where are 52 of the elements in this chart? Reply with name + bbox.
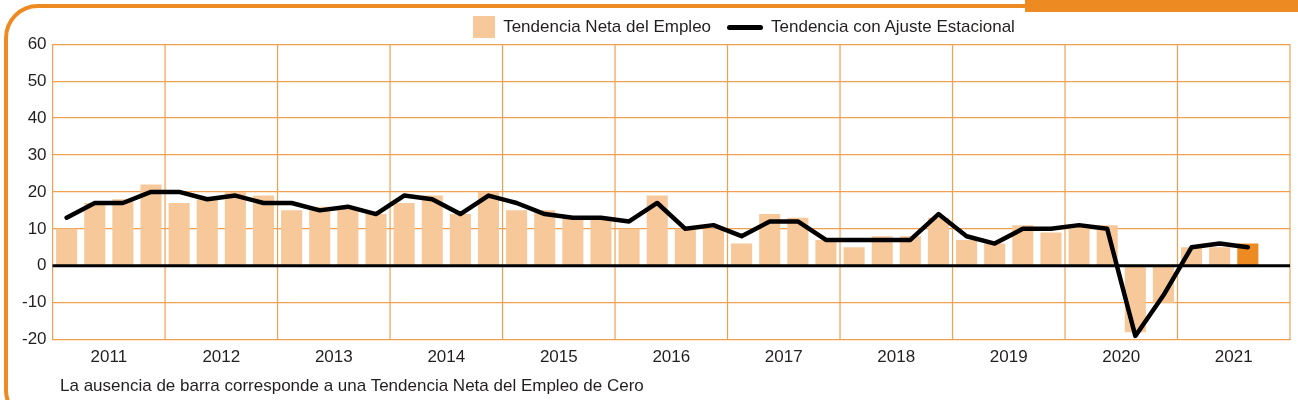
bar (140, 184, 162, 266)
bar (224, 191, 246, 266)
bar (196, 199, 218, 266)
bar (84, 202, 106, 266)
bar (562, 217, 584, 266)
bar (927, 217, 949, 266)
bar (590, 217, 612, 266)
x-tick-label: 2012 (202, 347, 241, 367)
y-tick-label: 0 (37, 255, 47, 275)
legend-label: Tendencia Neta del Empleo (503, 17, 712, 37)
x-tick-label: 2020 (1102, 347, 1141, 367)
bar (815, 239, 837, 266)
bar (674, 228, 696, 266)
x-tick-label: 2021 (1214, 347, 1253, 367)
bar (477, 191, 500, 266)
bar (252, 195, 275, 266)
bar (843, 247, 865, 266)
bar (168, 202, 190, 266)
bar (281, 210, 303, 266)
y-tick-label: 20 (27, 181, 47, 201)
y-tick-label: 30 (27, 144, 47, 164)
x-tick-label: 2019 (989, 347, 1028, 367)
x-tick-label: 2018 (877, 347, 916, 367)
y-tick-label: 10 (27, 218, 47, 238)
bar (984, 243, 1006, 266)
x-tick-label: 2011 (90, 347, 128, 367)
bar (365, 214, 387, 266)
text: La ausencia de barra corresponde a una Tendencia Neta del Empleo de Cero (60, 376, 644, 395)
y-tick-label: 50 (27, 70, 47, 90)
y-tick-label: -20 (21, 329, 47, 349)
bar (1209, 247, 1231, 266)
bar (449, 214, 471, 266)
bar (618, 228, 640, 266)
bar (956, 239, 978, 266)
y-tick-label: 60 (27, 33, 47, 53)
y-tick-label: 40 (27, 107, 47, 127)
bar (112, 199, 134, 266)
bar (393, 202, 415, 266)
bar (506, 210, 528, 266)
x-tick-label: 2013 (314, 347, 353, 367)
bar (1040, 232, 1062, 266)
bar (421, 195, 443, 266)
x-tick-label: 2017 (764, 347, 803, 367)
x-tick-label: 2015 (539, 347, 578, 367)
x-tick-label: 2014 (427, 347, 466, 367)
y-tick-label: -10 (21, 292, 47, 312)
bar (337, 206, 359, 266)
legend-label: Tendencia con Ajuste Estacional (771, 17, 1015, 37)
bar (731, 243, 753, 266)
bar (56, 228, 78, 266)
x-tick-label: 2016 (652, 347, 691, 367)
bar (702, 228, 725, 266)
